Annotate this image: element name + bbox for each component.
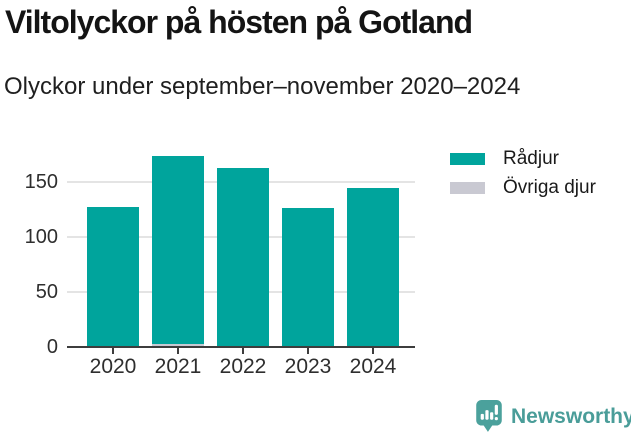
chart-subtitle: Olyckor under september–november 2020–20… [4, 73, 521, 100]
x-axis-line [67, 346, 415, 348]
x-axis-tick-label: 2024 [349, 355, 397, 378]
y-axis-tick-label: 50 [35, 280, 58, 303]
legend-item: Övriga djur [450, 173, 596, 202]
legend-swatch [450, 152, 485, 165]
brand-name: Newsworthy [511, 404, 631, 428]
bar-segment [282, 208, 334, 346]
newsworthy-logo-icon [476, 400, 502, 432]
legend-item: Rådjur [450, 144, 596, 173]
x-axis-tick [177, 348, 179, 354]
legend-label: Rådjur [503, 147, 559, 169]
x-axis-tick-label: 2020 [89, 355, 137, 378]
bar-segment [347, 188, 399, 346]
chart-title: Viltolyckor på hösten på Gotland [5, 4, 473, 40]
x-axis-tick [307, 348, 309, 354]
x-axis-tick-label: 2023 [284, 355, 332, 378]
bar-segment [87, 206, 139, 347]
bar-segment [217, 168, 269, 346]
legend-swatch [450, 181, 485, 194]
x-axis-tick [372, 348, 374, 354]
y-axis-tick-label: 100 [24, 225, 58, 248]
y-axis-tick-label: 150 [24, 170, 58, 193]
chart-legend: Rådjur Övriga djur [450, 144, 596, 202]
bar-segment [152, 156, 204, 344]
bar-segment [152, 343, 204, 347]
x-axis-tick-label: 2021 [154, 355, 202, 378]
x-axis-tick [242, 348, 244, 354]
y-axis-tick-label: 0 [46, 336, 58, 358]
legend-label: Övriga djur [503, 176, 596, 198]
x-axis-tick [112, 348, 114, 354]
brand-footer[interactable]: Newsworthy [476, 400, 631, 433]
x-axis-tick-label: 2022 [219, 355, 267, 378]
